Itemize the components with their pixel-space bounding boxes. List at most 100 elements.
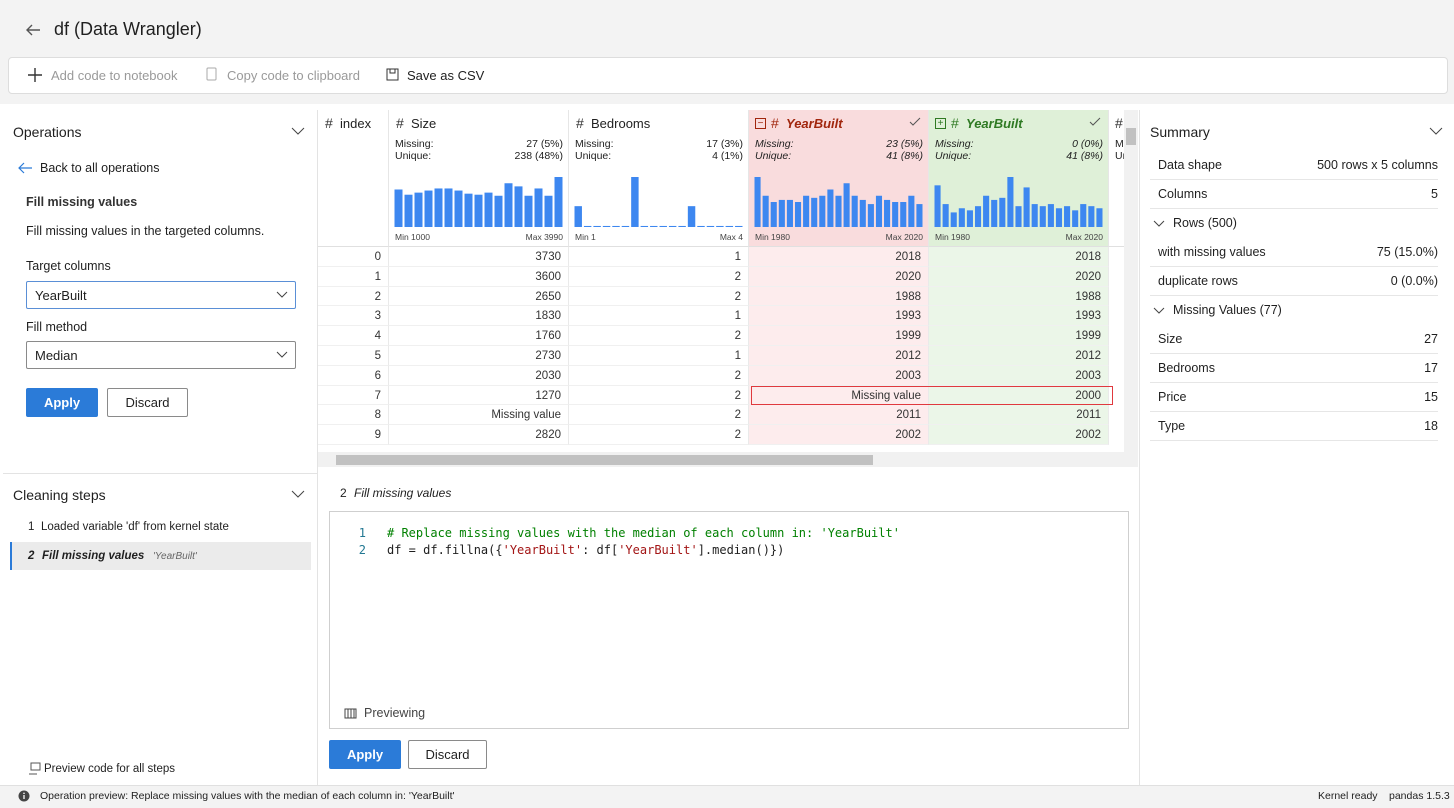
check-icon[interactable] [909,117,921,127]
chevron[interactable] [1429,126,1443,136]
summary-row: duplicate rows 0 (0.0%) [1150,267,1438,296]
code-token: 'YearBuilt' [618,543,698,557]
step-label[interactable]: Fill missing values [42,550,145,562]
cell: 4 [318,326,389,346]
histogram-bar [678,225,686,227]
summary-row: Size 27 [1150,325,1438,354]
histogram-bar [1039,206,1046,227]
chevron[interactable] [1153,220,1165,228]
discard-button[interactable]: Discard [107,388,188,417]
histogram-bar [593,225,601,227]
histogram-bar [650,225,658,227]
save-csv-button[interactable]: Save as CSV [407,68,485,83]
operation-name: Fill missing values [26,195,138,209]
missing-value: 23 (5%) [886,138,923,150]
cell: 2012 [749,346,929,366]
summary-value: 75 (15.0%) [1376,245,1438,259]
summary-value: 5 [1431,187,1438,201]
column-name: YearBuilt [966,116,1023,131]
cell: 2020 [929,266,1109,287]
step-label[interactable]: Loaded variable 'df' from kernel state [41,521,229,533]
histogram-bar [908,195,915,227]
summary-row: Columns 5 [1150,180,1438,209]
check [1089,117,1101,126]
apply-button[interactable]: Apply [329,740,401,769]
step-number[interactable]: 1 [28,521,35,533]
chevron[interactable] [1153,307,1165,315]
cleaning-steps-title: Cleaning steps [13,487,106,503]
v-scrollbar[interactable] [1124,110,1138,452]
column-header[interactable]: # Bedrooms Missing: 17 (3%) Unique: 4 (1%) Min… [569,110,749,247]
histogram-bar [827,189,834,227]
histogram-bar [843,183,850,227]
unique-label: Unique: [575,150,612,162]
code-token: df = df.fillna({ [387,543,503,557]
save-icon [386,68,399,81]
check-icon[interactable] [1089,117,1101,127]
histogram-bar [811,197,818,227]
field-label: Target columns [26,259,111,273]
cell: 1988 [929,286,1109,307]
status-bar [0,785,1454,808]
right-panel [1139,110,1454,785]
histogram-bar [514,186,523,227]
histogram-bar [892,202,899,227]
chevron-path [1153,307,1165,314]
column-header[interactable]: + # YearBuilt Missing: 0 (0%) Unique: 41 (8%) M… [929,110,1109,247]
histogram-bar [794,202,802,227]
apply-button[interactable]: Apply [26,388,98,417]
missing-value: 17 (3%) [706,138,743,150]
column-state-icon: − [755,118,766,129]
histogram-bar [819,195,826,227]
target-select[interactable]: YearBuilt [26,281,296,309]
add-code-button[interactable]: Add code to notebook [51,68,178,83]
histogram-bar [934,185,941,227]
column-header[interactable]: − # YearBuilt Missing: 23 (5%) Unique: 41 (8%)… [749,110,929,247]
type-icon: # [1115,115,1123,131]
histogram-bar [668,225,677,227]
cell: 1 [569,346,749,366]
section-title[interactable]: Missing Values (77) [1173,303,1282,317]
cell: 2 [569,326,749,346]
toolbar [8,57,1448,94]
summary-label: Price [1158,390,1187,404]
summary-label: Data shape [1158,158,1222,172]
histogram-bar [835,195,842,227]
histogram-bar [414,192,423,227]
chevron [276,351,288,358]
preview-all-link[interactable]: Preview code for all steps [44,763,176,775]
column-state-icon: + [935,118,946,129]
chevron[interactable] [291,489,305,499]
unique-value: 4 (1%) [712,150,743,162]
discard-button[interactable]: Discard [408,740,487,769]
left-panel [3,110,318,785]
histogram-bar [444,188,453,227]
cell: Missing value [389,405,569,426]
step-number[interactable]: 2 [28,550,35,562]
histogram-bar [1064,206,1071,227]
copy-code-button[interactable]: Copy code to clipboard [227,68,360,83]
method-select[interactable]: Median [26,341,296,369]
max-label: Max 2020 [1065,232,1103,242]
v-scroll-thumb[interactable] [1126,128,1136,145]
column-header[interactable]: # index [318,110,389,247]
h-scroll-thumb[interactable] [336,455,873,465]
histogram-bar [574,206,582,227]
cell: 1 [318,266,389,287]
code-line: df = df.fillna({'YearBuilt': df['YearBui… [387,543,784,557]
column-header[interactable]: # Size Missing: 27 (5%) Unique: 238 (48%) Min … [389,110,569,247]
section-title[interactable]: Rows (500) [1173,216,1237,230]
histogram-bar [884,199,891,227]
chevron [276,291,288,298]
back-link[interactable]: Back to all operations [40,161,160,175]
min-label: Min 1000 [395,232,430,242]
back-button[interactable] [24,22,42,38]
check [909,117,921,126]
histogram-bar [770,202,777,227]
cell: 1 [569,306,749,327]
cell: 2012 [929,346,1109,366]
histogram-bar [900,202,907,227]
chevron[interactable] [291,126,305,136]
status-message: Operation preview: Replace missing value… [40,790,455,802]
type-icon: # [396,115,404,131]
